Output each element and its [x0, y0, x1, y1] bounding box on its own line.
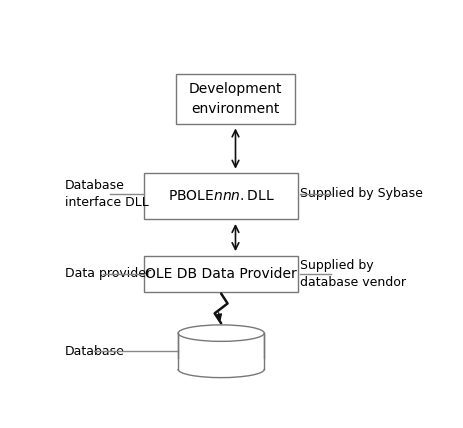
Text: Data provider: Data provider [65, 268, 151, 280]
Text: $\mathregular{PBOLE}$$\mathit{nnn}$$\mathregular{.DLL}$: $\mathregular{PBOLE}$$\mathit{nnn}$$\mat… [168, 189, 275, 203]
Ellipse shape [178, 325, 264, 342]
Bar [176, 74, 295, 124]
Text: Database
interface DLL: Database interface DLL [65, 179, 149, 209]
Ellipse shape [178, 361, 264, 377]
Text: Database: Database [65, 345, 125, 358]
Bar [175, 360, 268, 369]
Bar [178, 333, 264, 369]
Text: Development
environment: Development environment [189, 83, 282, 116]
Bar [144, 256, 298, 292]
Bar [144, 173, 298, 220]
Text: OLE DB Data Provider: OLE DB Data Provider [145, 267, 297, 281]
Text: Supplied by Sybase: Supplied by Sybase [300, 187, 423, 200]
Text: Supplied by
database vendor: Supplied by database vendor [300, 259, 406, 289]
